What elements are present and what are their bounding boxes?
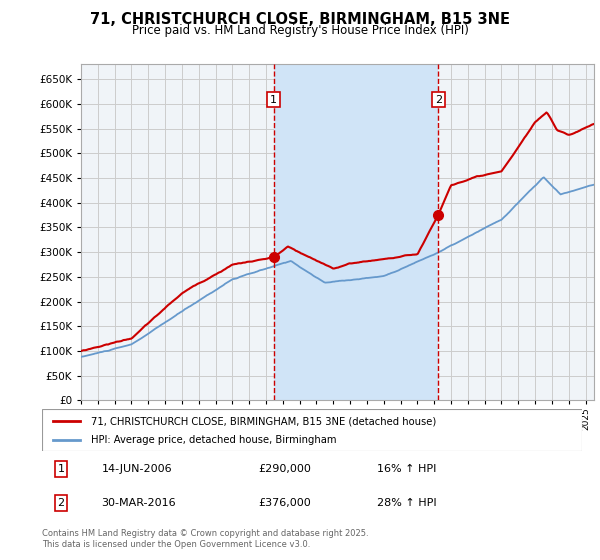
Text: 2: 2 [435, 95, 442, 105]
Bar [274, 64, 439, 400]
Text: 28% ↑ HPI: 28% ↑ HPI [377, 498, 436, 508]
Text: 1: 1 [58, 464, 64, 474]
FancyBboxPatch shape [42, 409, 582, 451]
Text: HPI: Average price, detached house, Birmingham: HPI: Average price, detached house, Birm… [91, 435, 336, 445]
Text: 30-MAR-2016: 30-MAR-2016 [101, 498, 176, 508]
Text: 16% ↑ HPI: 16% ↑ HPI [377, 464, 436, 474]
Text: 1: 1 [270, 95, 277, 105]
Text: Price paid vs. HM Land Registry's House Price Index (HPI): Price paid vs. HM Land Registry's House … [131, 24, 469, 37]
Text: 71, CHRISTCHURCH CLOSE, BIRMINGHAM, B15 3NE: 71, CHRISTCHURCH CLOSE, BIRMINGHAM, B15 … [90, 12, 510, 27]
Text: £376,000: £376,000 [258, 498, 311, 508]
Text: 71, CHRISTCHURCH CLOSE, BIRMINGHAM, B15 3NE (detached house): 71, CHRISTCHURCH CLOSE, BIRMINGHAM, B15 … [91, 417, 436, 426]
Text: 14-JUN-2006: 14-JUN-2006 [101, 464, 172, 474]
Text: 2: 2 [58, 498, 64, 508]
Text: £290,000: £290,000 [258, 464, 311, 474]
Text: Contains HM Land Registry data © Crown copyright and database right 2025.
This d: Contains HM Land Registry data © Crown c… [42, 529, 368, 549]
